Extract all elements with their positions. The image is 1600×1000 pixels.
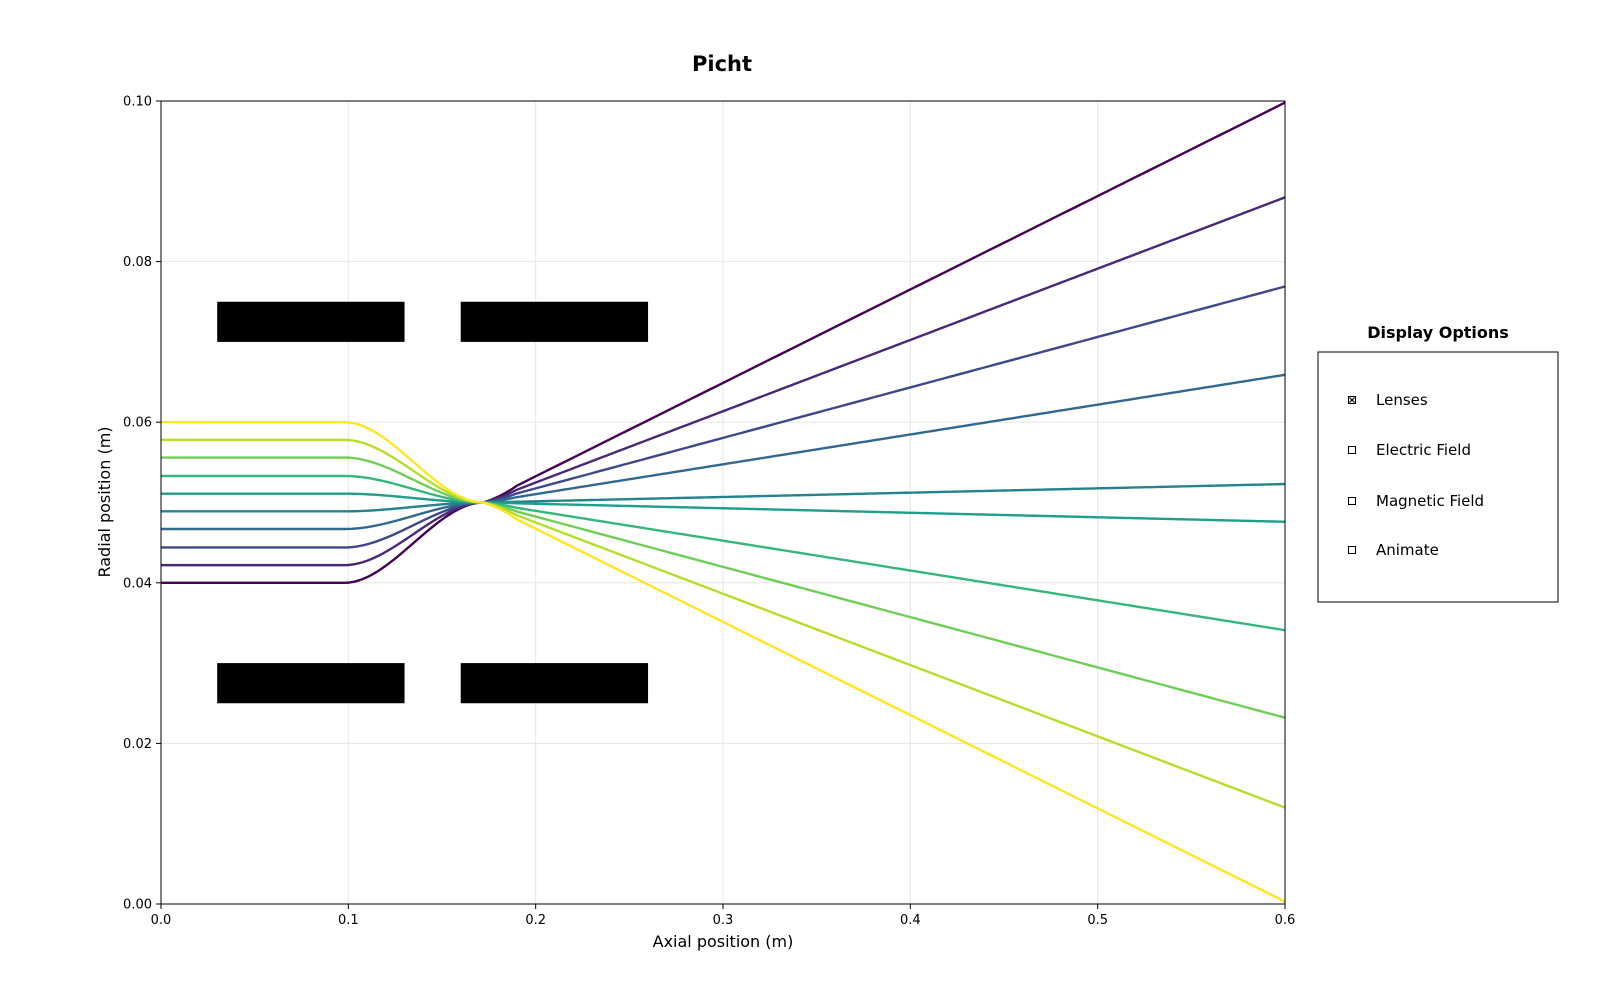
- checkbox[interactable]: [1348, 497, 1356, 505]
- y-tick-label: 0.04: [123, 576, 152, 591]
- grid-lines: [160, 100, 1286, 905]
- lens-electrode: [460, 663, 649, 704]
- trajectory-line: [161, 421, 1286, 903]
- y-tick-label: 0.00: [123, 898, 152, 913]
- x-tick-label: 0.1: [338, 913, 359, 928]
- x-tick-label: 0.0: [151, 913, 172, 928]
- display-options-panel: Display Options Lenses Electric Field Magn…: [1317, 323, 1559, 603]
- trajectory-line: [161, 101, 1286, 584]
- beam-trajectories: [161, 101, 1286, 903]
- trajectory-line: [161, 196, 1286, 567]
- trajectory-line: [161, 492, 1286, 523]
- y-tick-label: 0.02: [123, 737, 152, 752]
- option-electric-field[interactable]: Electric Field: [1348, 441, 1471, 459]
- checkbox[interactable]: [1348, 546, 1356, 554]
- y-axis-label: Radial position (m): [95, 426, 114, 577]
- y-tick-label: 0.08: [123, 255, 152, 270]
- trajectory-line: [161, 438, 1286, 809]
- y-axis-ticks: 0.00 0.02 0.04 0.06 0.08 0.10: [123, 95, 161, 913]
- display-options-title: Display Options: [1367, 323, 1509, 342]
- option-magnetic-field[interactable]: Magnetic Field: [1348, 492, 1485, 510]
- x-tick-label: 0.5: [1087, 913, 1108, 928]
- trajectory-line: [161, 373, 1286, 531]
- x-axis-ticks: 0.0 0.1 0.2 0.3 0.4 0.5 0.6: [151, 904, 1296, 928]
- lens-electrodes: [217, 301, 649, 704]
- lens-electrode: [460, 301, 649, 342]
- option-animate[interactable]: Animate: [1348, 541, 1439, 559]
- lens-electrode: [217, 301, 405, 342]
- lens-electrode: [217, 663, 405, 704]
- x-tick-label: 0.4: [900, 913, 921, 928]
- option-label: Magnetic Field: [1376, 492, 1484, 510]
- x-axis-label: Axial position (m): [653, 932, 794, 951]
- trajectory-line: [161, 482, 1286, 513]
- checkbox[interactable]: [1348, 446, 1356, 454]
- option-lenses[interactable]: Lenses: [1348, 391, 1428, 409]
- trajectory-line: [161, 474, 1286, 632]
- display-options-box: [1317, 351, 1559, 603]
- y-tick-label: 0.10: [123, 95, 152, 110]
- chart-title: Picht: [692, 52, 752, 76]
- x-tick-label: 0.2: [525, 913, 546, 928]
- option-label: Animate: [1376, 541, 1439, 559]
- trajectory-line: [161, 456, 1286, 719]
- trajectory-line: [161, 285, 1286, 549]
- x-tick-label: 0.6: [1275, 913, 1296, 928]
- option-label: Electric Field: [1376, 441, 1471, 459]
- y-tick-label: 0.06: [123, 416, 152, 431]
- checkmark-icon: [1349, 397, 1355, 403]
- x-tick-label: 0.3: [713, 913, 734, 928]
- option-label: Lenses: [1376, 391, 1428, 409]
